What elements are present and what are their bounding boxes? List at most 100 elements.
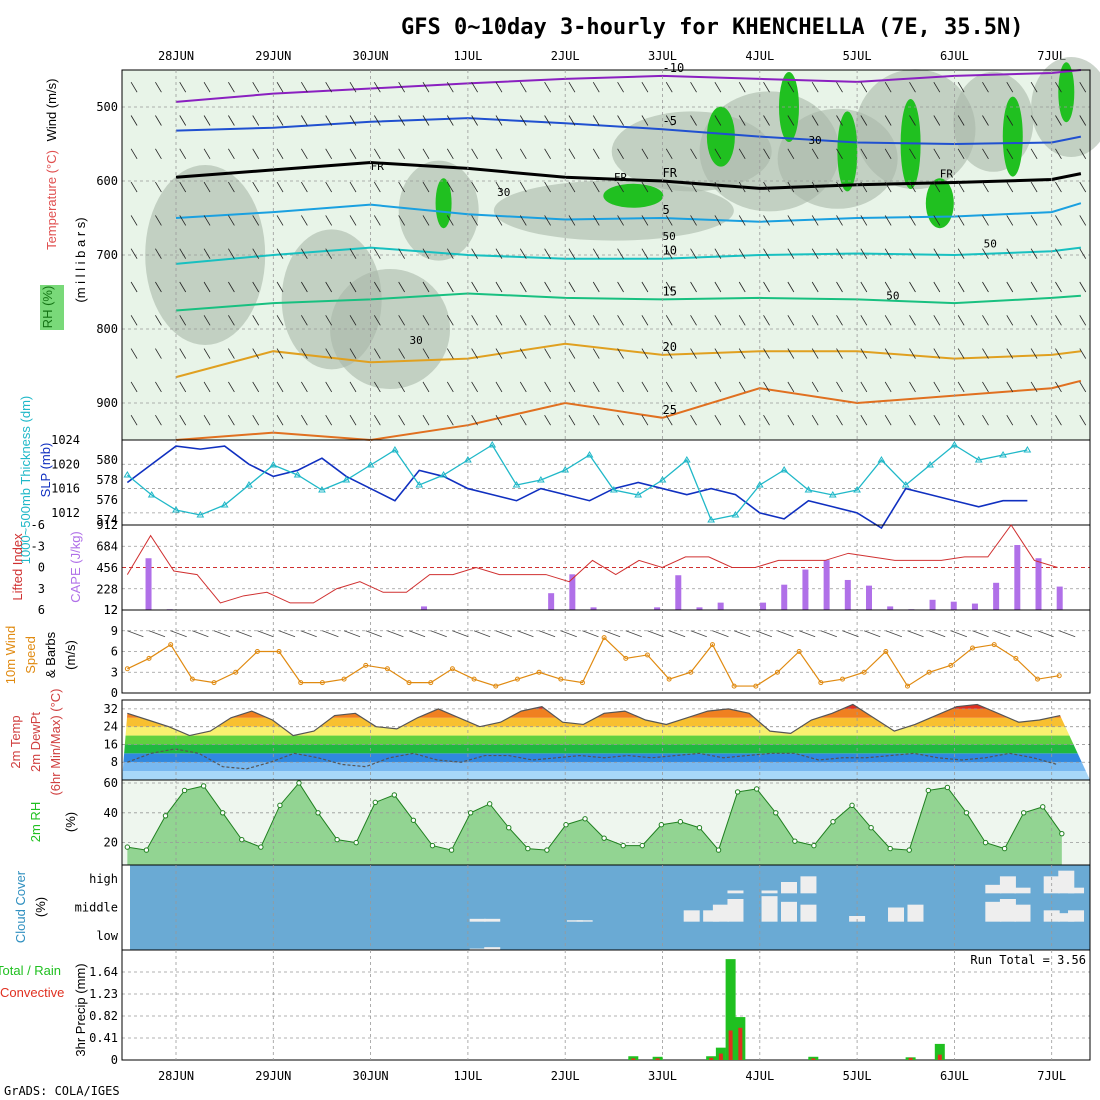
slp-tick: 1016: [51, 482, 80, 496]
wind-barb: [452, 630, 469, 638]
wind-barb: [544, 81, 551, 93]
wind-barb: [1006, 215, 1014, 226]
wind-barb: [471, 414, 478, 426]
wind-barb: [860, 381, 868, 393]
wind-barb: [519, 348, 527, 359]
wind-barb: [203, 215, 211, 226]
wind-barb: [690, 281, 697, 293]
date-label-bottom: 7JUL: [1037, 1069, 1066, 1083]
cloud-bar: [469, 948, 486, 950]
pressure-tick: 600: [96, 174, 118, 188]
wind-barb: [203, 248, 211, 259]
date-label-bottom: 2JUL: [551, 1069, 580, 1083]
rh-point: [124, 844, 131, 850]
wind-barb: [957, 281, 965, 293]
wind-barb: [471, 381, 478, 393]
thickness-point: [707, 516, 716, 523]
wind-barb: [1030, 81, 1038, 93]
wind-barb: [422, 281, 430, 293]
wind-barb: [665, 248, 673, 259]
wind-barb: [544, 414, 551, 426]
wind-barb: [373, 115, 381, 126]
wind-barb: [884, 281, 892, 293]
wind-barb: [228, 315, 235, 326]
wind-speed-point: [796, 649, 802, 654]
wind-barb: [1006, 115, 1014, 126]
thickness-tick: 576: [96, 493, 118, 507]
wind-barb: [860, 348, 868, 359]
wind-barb: [155, 81, 162, 93]
wind-barb: [495, 315, 503, 326]
rh-point: [1001, 845, 1008, 852]
axis-label: Temperature (°C): [44, 150, 59, 250]
thickness-point: [974, 456, 983, 463]
wind-barb: [276, 215, 284, 226]
precip-tick: 0.82: [89, 1009, 118, 1023]
axis-label: 2m RH: [28, 802, 43, 842]
wind-speed-point: [319, 680, 325, 686]
wind-barb: [909, 281, 916, 293]
wind-speed-point: [406, 680, 412, 686]
wind-barb: [763, 281, 770, 293]
wind-frame: [121, 609, 1091, 694]
precip-convective-bar: [718, 1053, 723, 1060]
wind-barb: [763, 348, 770, 359]
wind-speed-point: [211, 680, 217, 686]
wind-barb: [544, 181, 551, 193]
wind-barb: [641, 348, 649, 359]
slp-line: [126, 445, 1028, 530]
wind-barb: [933, 215, 941, 226]
wind-barb: [471, 115, 478, 126]
cloud-bar: [712, 904, 729, 922]
wind-barb: [957, 348, 965, 359]
wind-barb: [301, 148, 308, 160]
wind-barb: [276, 81, 284, 93]
wind-barb: [155, 315, 162, 326]
wind-barb: [1037, 630, 1054, 638]
wind-speed-point: [146, 655, 152, 661]
cape-bar: [865, 585, 872, 610]
wind-barb: [1079, 81, 1087, 93]
wind-barb: [130, 248, 138, 259]
pressure-tick: 800: [96, 322, 118, 336]
wind-tick: 6: [111, 645, 118, 659]
wind-barb: [909, 215, 916, 226]
wind-barb: [907, 630, 924, 638]
wind-barb: [592, 315, 600, 326]
wind-barb: [560, 630, 577, 638]
cloud-cover-panel: high middle low Cloud Cover (%): [13, 864, 1091, 951]
rh-point: [868, 825, 874, 831]
wind-barb: [641, 414, 649, 426]
rh-contour-label: 30: [410, 334, 423, 347]
wind-barb: [592, 248, 600, 259]
cloud-bar: [888, 907, 905, 922]
isotherm-line: [175, 379, 1082, 442]
cape-lifted-index-panel: -6 -3 0 3 6 912 684 456 228 12 Lifted Index CAPE (J…: [10, 518, 1091, 617]
thickness-point: [172, 506, 180, 513]
wind-barb: [422, 215, 430, 226]
wind-speed-point: [254, 649, 260, 654]
credit-label: GrADS: COLA/IGES: [4, 1084, 120, 1098]
wind-barb: [252, 115, 260, 126]
wind-speed-point: [189, 676, 195, 682]
wind-barb: [398, 148, 405, 160]
cloud-bar: [761, 890, 778, 894]
wind-barb: [252, 414, 260, 426]
precip-tick: 0: [111, 1053, 118, 1067]
wind-barb: [422, 115, 430, 126]
wind-barb: [257, 630, 274, 638]
wind-barb: [446, 281, 454, 293]
rh-point: [486, 801, 493, 807]
wind-barb: [909, 181, 916, 193]
isotherm-label: 15: [663, 284, 677, 298]
wind-barb: [155, 148, 162, 160]
wind-barb: [738, 181, 746, 193]
wind-barb: [301, 414, 308, 426]
isotherm-label: 5: [663, 203, 670, 217]
rh-point: [391, 792, 398, 798]
cloud-bar: [800, 904, 817, 922]
wind-barb: [1079, 348, 1087, 359]
precip-convective-bar: [631, 1058, 636, 1060]
wind-barb: [422, 248, 430, 259]
wind-barb: [519, 181, 527, 193]
